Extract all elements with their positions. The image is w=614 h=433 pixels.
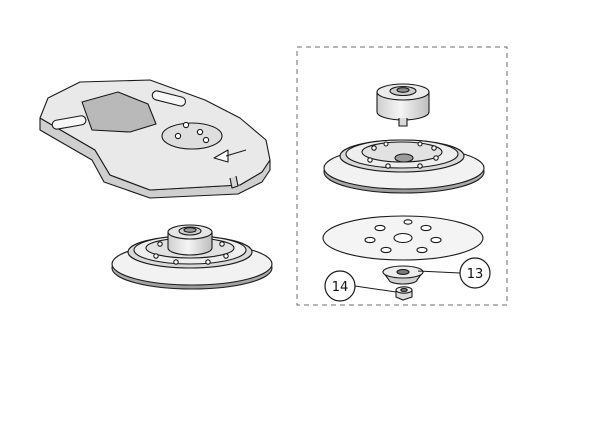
washer-part [381, 265, 425, 285]
pulley-disc [323, 139, 485, 194]
bearing-hub [376, 83, 430, 127]
nut-part [395, 286, 413, 301]
leader-line-14 [354, 285, 397, 293]
callout-14: 14 [324, 270, 356, 302]
leader-line-13 [417, 270, 461, 274]
callout-14-label: 14 [332, 280, 349, 295]
callout-13: 13 [459, 257, 491, 289]
callout-13-label: 13 [467, 267, 484, 282]
flat-plate [322, 215, 484, 261]
assembled-disc [111, 224, 273, 290]
housing-plate [39, 79, 271, 199]
